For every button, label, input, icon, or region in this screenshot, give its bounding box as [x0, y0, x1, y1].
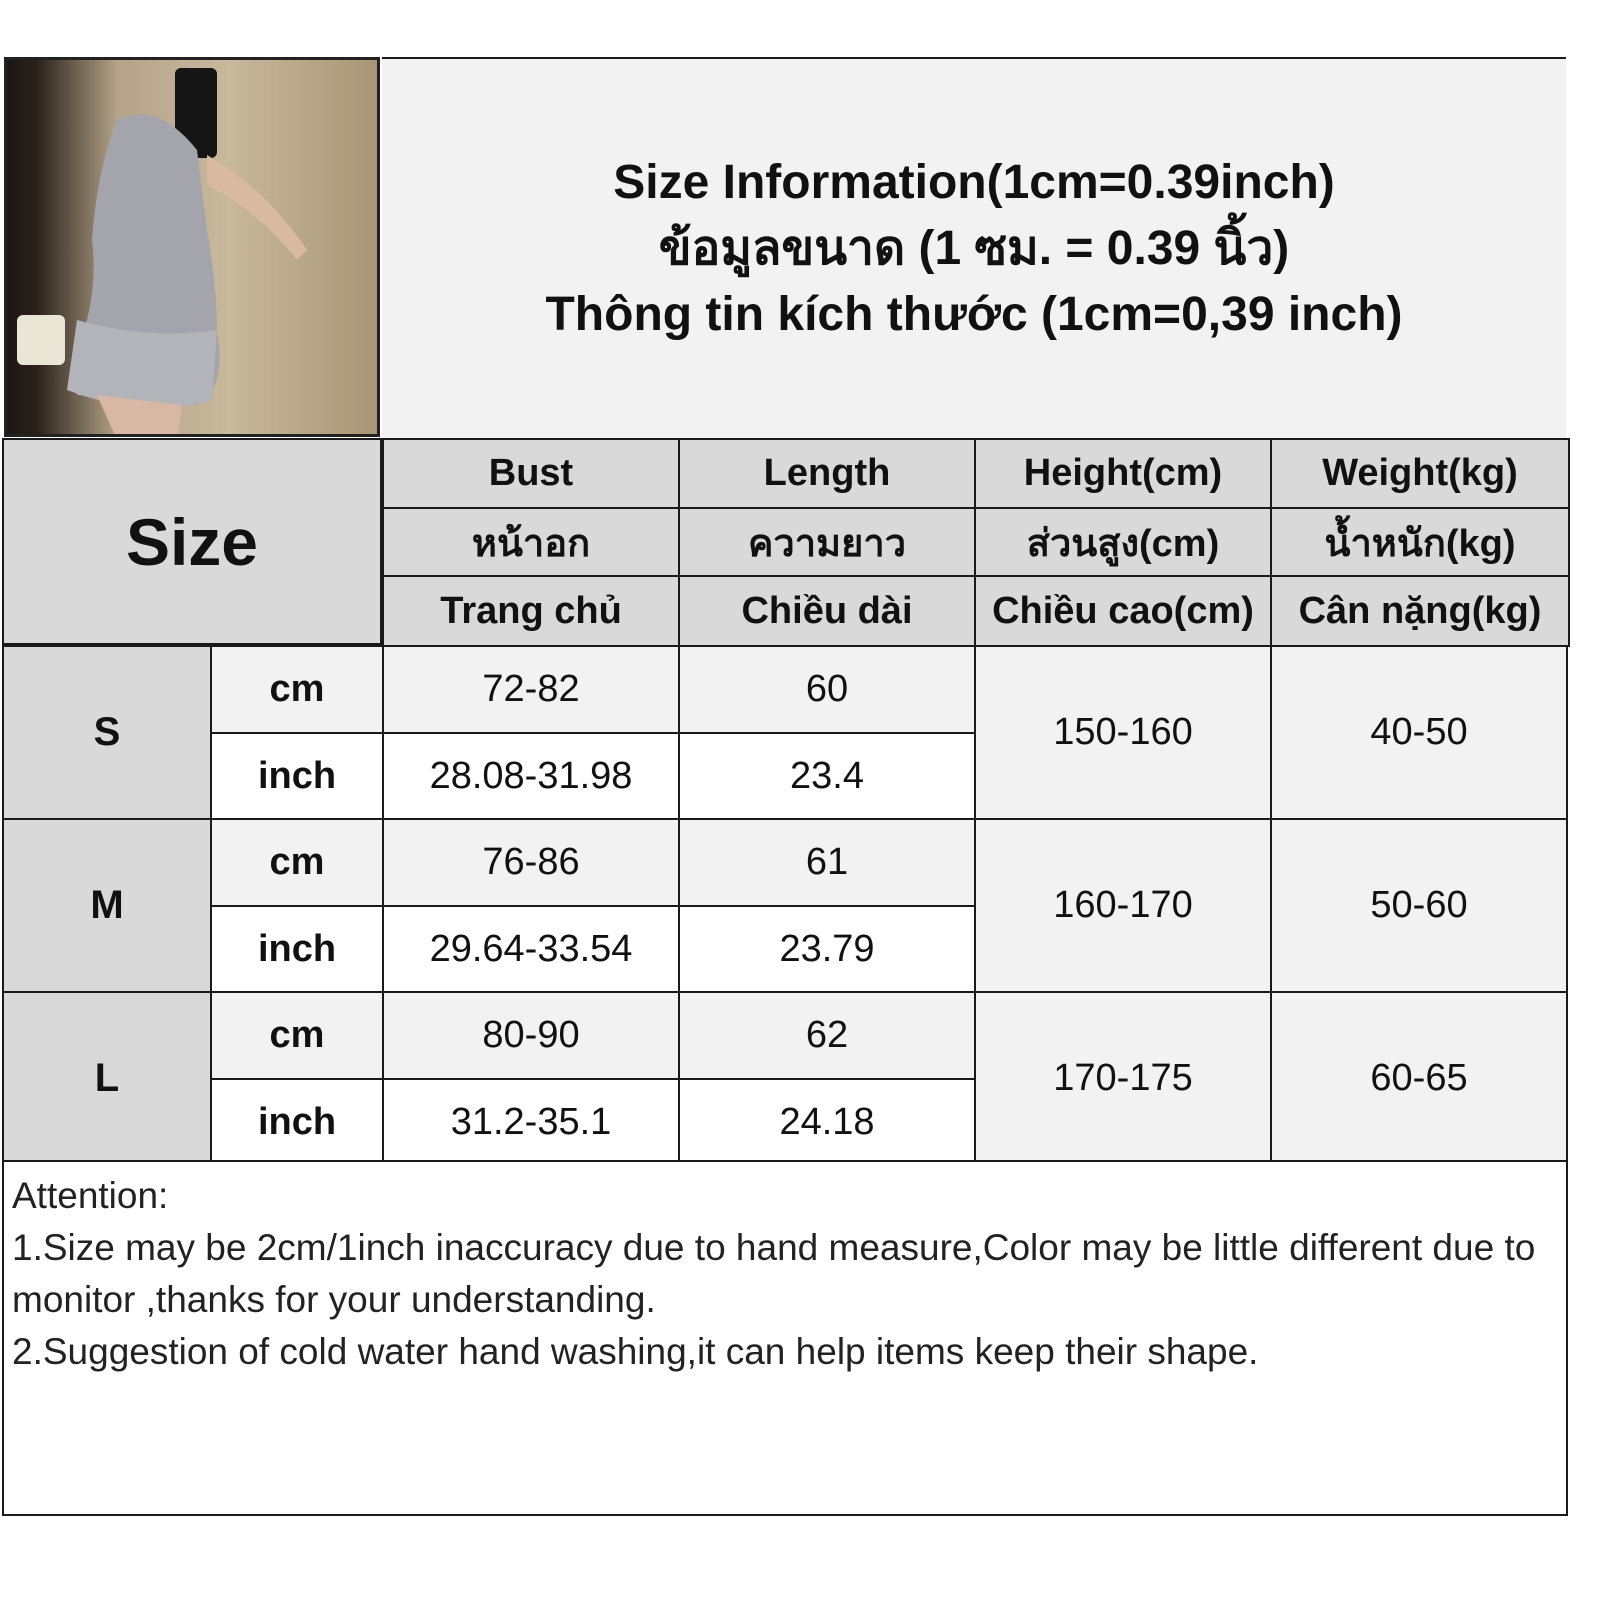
unit-cm: cm: [210, 818, 384, 907]
column-header-length-vi: Chiều dài: [678, 575, 976, 647]
column-header-weightkg-vi: Cân nặng(kg): [1270, 575, 1570, 647]
height-value: 160-170: [974, 818, 1272, 993]
attention-notes: Attention: 1.Size may be 2cm/1inch inacc…: [2, 1160, 1568, 1516]
weight-value: 50-60: [1270, 818, 1568, 993]
dress-model-image: [17, 68, 307, 434]
size-label-l: L: [2, 991, 212, 1166]
product-photo: [4, 57, 380, 437]
unit-inch: inch: [210, 1078, 384, 1166]
column-header-bust-th: หน้าอก: [382, 507, 680, 577]
height-value: 150-160: [974, 645, 1272, 820]
title-vietnamese: Thông tin kích thước (1cm=0,39 inch): [545, 288, 1403, 341]
column-header-weightkg-th: น้ำหนัก(kg): [1270, 507, 1570, 577]
weight-value: 40-50: [1270, 645, 1568, 820]
height-value: 170-175: [974, 991, 1272, 1166]
size-label-m: M: [2, 818, 212, 993]
size-info-title: Size Information(1cm=0.39inch) ข้อมูลขนา…: [382, 57, 1566, 439]
unit-inch: inch: [210, 905, 384, 993]
unit-cm: cm: [210, 645, 384, 734]
length-inch-value: 24.18: [678, 1078, 976, 1166]
bust-cm-value: 76-86: [382, 818, 680, 907]
attention-note-1: 1.Size may be 2cm/1inch inaccuracy due t…: [12, 1227, 1536, 1320]
unit-cm: cm: [210, 991, 384, 1080]
column-header-bust-en: Bust: [382, 438, 680, 509]
column-header-weightkg-en: Weight(kg): [1270, 438, 1570, 509]
column-header-length-th: ความยาว: [678, 507, 976, 577]
size-header: Size: [2, 438, 382, 645]
column-header-heightcm-en: Height(cm): [974, 438, 1272, 509]
size-label-s: S: [2, 645, 212, 820]
column-header-bust-vi: Trang chủ: [382, 575, 680, 647]
unit-inch: inch: [210, 732, 384, 820]
length-cm-value: 61: [678, 818, 976, 907]
length-cm-value: 60: [678, 645, 976, 734]
column-header-heightcm-vi: Chiều cao(cm): [974, 575, 1272, 647]
attention-heading: Attention:: [12, 1175, 169, 1216]
length-inch-value: 23.79: [678, 905, 976, 993]
weight-value: 60-65: [1270, 991, 1568, 1166]
length-inch-value: 23.4: [678, 732, 976, 820]
title-thai: ข้อมูลขนาด (1 ซม. = 0.39 นิ้ว): [658, 222, 1290, 275]
bust-cm-value: 72-82: [382, 645, 680, 734]
column-header-length-en: Length: [678, 438, 976, 509]
attention-note-2: 2.Suggestion of cold water hand washing,…: [12, 1331, 1259, 1372]
bust-inch-value: 29.64-33.54: [382, 905, 680, 993]
bust-inch-value: 28.08-31.98: [382, 732, 680, 820]
column-header-heightcm-th: ส่วนสูง(cm): [974, 507, 1272, 577]
title-english: Size Information(1cm=0.39inch): [613, 156, 1335, 209]
bust-cm-value: 80-90: [382, 991, 680, 1080]
length-cm-value: 62: [678, 991, 976, 1080]
bust-inch-value: 31.2-35.1: [382, 1078, 680, 1166]
